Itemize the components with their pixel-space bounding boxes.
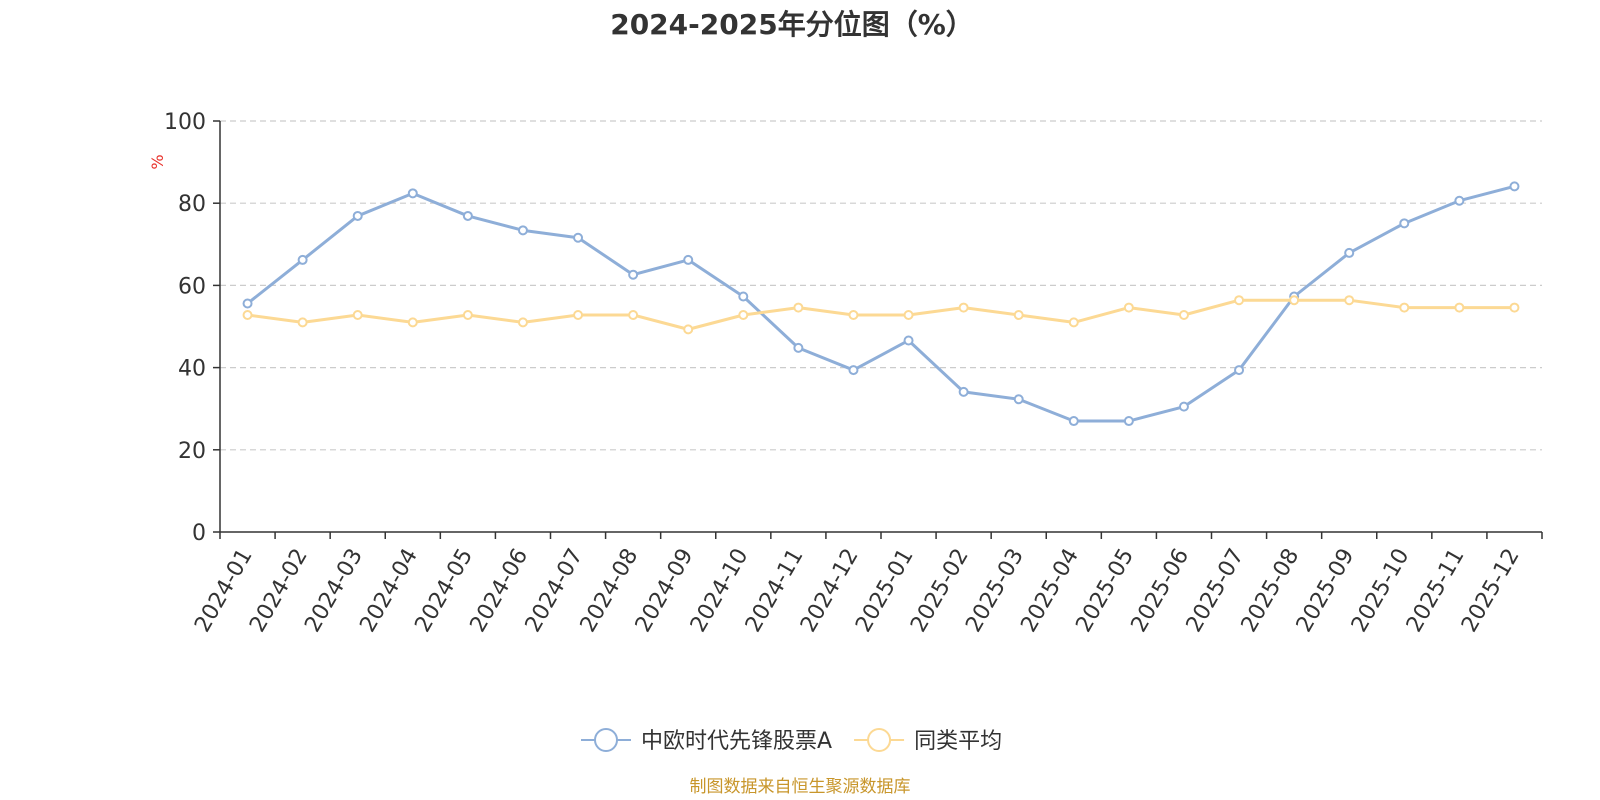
data-point[interactable] (793, 302, 804, 313)
y-tick-label: 0 (192, 521, 206, 546)
y-axis-unit-label: % (148, 154, 167, 169)
data-point[interactable] (297, 317, 308, 328)
data-point[interactable] (462, 309, 473, 320)
data-point[interactable] (1123, 302, 1134, 313)
source-note: 制图数据来自恒生聚源数据库 (690, 777, 911, 797)
data-point[interactable] (958, 302, 969, 313)
data-point[interactable] (793, 342, 804, 353)
data-point[interactable] (1289, 295, 1300, 306)
legend[interactable]: 中欧时代先锋股票A 同类平均 (581, 728, 1002, 754)
data-point[interactable] (683, 254, 694, 265)
y-tick-label: 80 (178, 192, 206, 217)
data-point[interactable] (1454, 195, 1465, 206)
data-point[interactable] (1509, 181, 1520, 192)
data-point[interactable] (1399, 302, 1410, 313)
data-point[interactable] (738, 291, 749, 302)
data-point[interactable] (407, 188, 418, 199)
data-point[interactable] (573, 309, 584, 320)
series-2 (242, 295, 1520, 335)
y-tick-label: 20 (178, 439, 206, 464)
data-point[interactable] (1178, 309, 1189, 320)
data-point[interactable] (242, 298, 253, 309)
series-group (242, 181, 1520, 427)
y-tick-label: 40 (178, 357, 206, 382)
chart-title: 2024-2025年分位图（%） (610, 8, 974, 41)
data-point[interactable] (958, 386, 969, 397)
data-point[interactable] (462, 210, 473, 221)
x-tick-labels: 2024-012024-022024-032024-042024-052024-… (190, 545, 1525, 637)
data-point[interactable] (1068, 416, 1079, 427)
data-point[interactable] (407, 317, 418, 328)
data-point[interactable] (1013, 309, 1024, 320)
legend-label: 中欧时代先锋股票A (641, 729, 832, 754)
data-point[interactable] (1344, 247, 1355, 258)
y-tick-labels: 0 20 40 60 80 100 (164, 110, 206, 546)
axes (213, 120, 1543, 539)
data-point[interactable] (1509, 302, 1520, 313)
data-point[interactable] (352, 309, 363, 320)
grid-lines (220, 120, 1542, 451)
legend-item[interactable]: 中欧时代先锋股票A (581, 728, 832, 754)
data-point[interactable] (628, 309, 639, 320)
data-point[interactable] (517, 317, 528, 328)
data-point[interactable] (1399, 218, 1410, 229)
legend-label: 同类平均 (914, 729, 1002, 754)
data-point[interactable] (352, 210, 363, 221)
data-point[interactable] (1234, 295, 1245, 306)
data-point[interactable] (1068, 317, 1079, 328)
y-tick-label: 60 (178, 274, 206, 299)
data-point[interactable] (1178, 401, 1189, 412)
data-point[interactable] (903, 335, 914, 346)
legend-item[interactable]: 同类平均 (854, 728, 1002, 754)
y-tick-label: 100 (164, 110, 206, 135)
legend-circle-icon (594, 728, 618, 752)
legend-circle-icon (867, 728, 892, 752)
series-line (246, 184, 1516, 423)
data-point[interactable] (848, 309, 859, 320)
data-point[interactable] (1344, 295, 1355, 306)
data-point[interactable] (1454, 302, 1465, 313)
data-point[interactable] (628, 269, 639, 280)
series-line (246, 298, 1516, 331)
data-point[interactable] (1234, 365, 1245, 376)
data-point[interactable] (297, 254, 308, 265)
data-point[interactable] (1123, 416, 1134, 427)
data-point[interactable] (242, 309, 253, 320)
data-point[interactable] (848, 365, 859, 376)
data-point[interactable] (683, 324, 694, 335)
data-point[interactable] (517, 225, 528, 236)
data-point[interactable] (738, 309, 749, 320)
data-point[interactable] (903, 309, 914, 320)
series-1 (242, 181, 1520, 427)
data-point[interactable] (1013, 394, 1024, 405)
data-point[interactable] (573, 232, 584, 243)
